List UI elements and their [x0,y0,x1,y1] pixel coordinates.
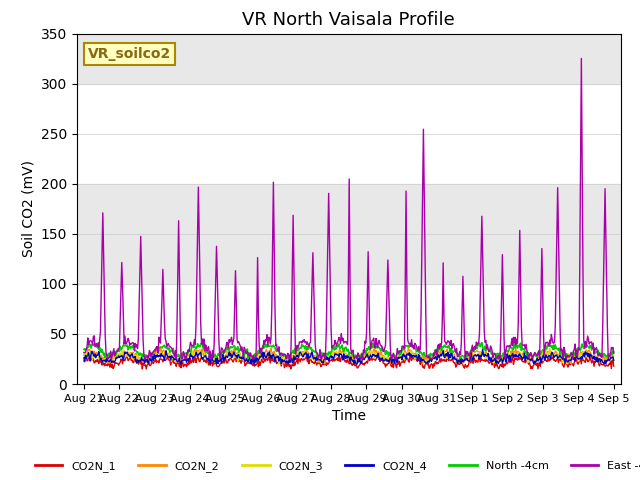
Title: VR North Vaisala Profile: VR North Vaisala Profile [243,11,455,29]
Legend: CO2N_1, CO2N_2, CO2N_3, CO2N_4, North -4cm, East -4cm: CO2N_1, CO2N_2, CO2N_3, CO2N_4, North -4… [30,457,640,477]
Text: VR_soilco2: VR_soilco2 [88,47,171,61]
X-axis label: Time: Time [332,409,366,423]
Bar [77,34,621,84]
Bar [77,184,621,284]
Y-axis label: Soil CO2 (mV): Soil CO2 (mV) [21,160,35,257]
